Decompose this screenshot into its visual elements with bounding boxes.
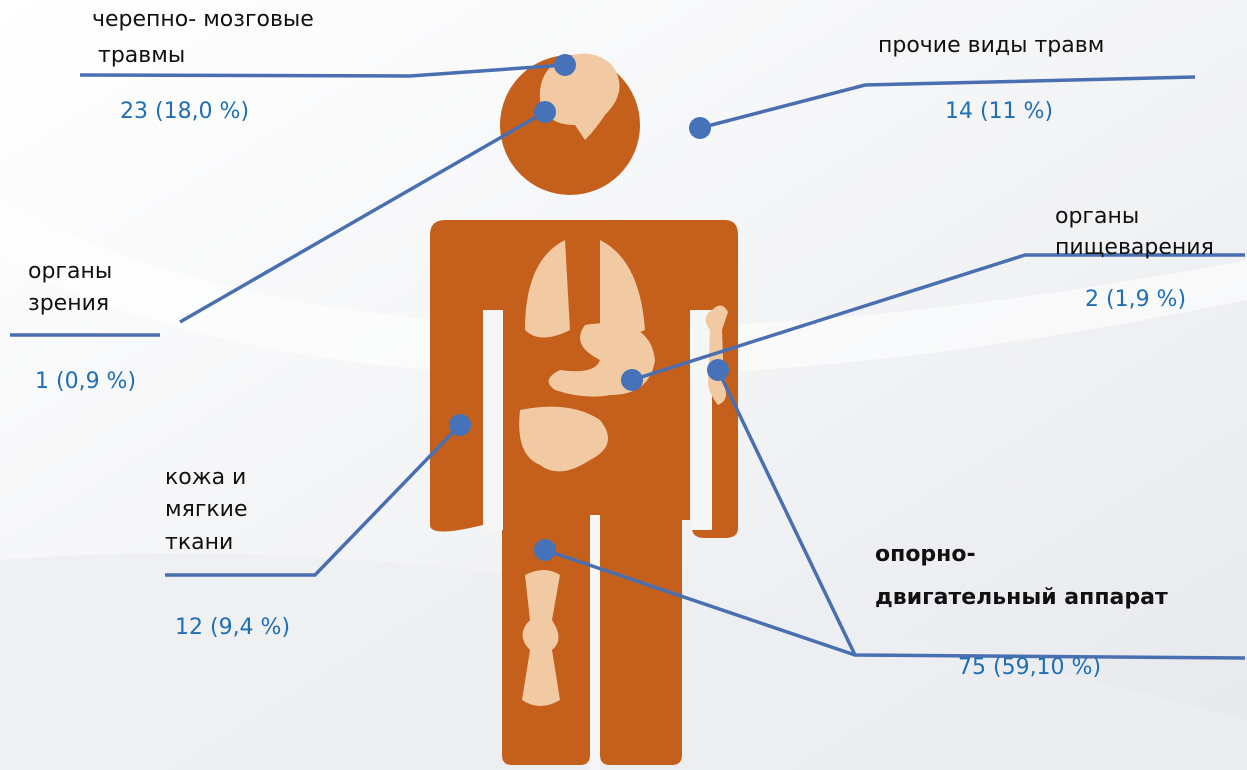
leader-line	[699, 75, 1196, 130]
label: пищеварения	[1055, 235, 1214, 260]
leg-gap	[590, 515, 600, 770]
labels: черепно- мозговые травмы 23 (18,0 %) про…	[28, 7, 1214, 680]
label: ткани	[165, 530, 233, 555]
label: кожа и	[165, 465, 246, 490]
marker	[554, 54, 576, 76]
marker	[621, 369, 643, 391]
label: прочие виды травм	[878, 33, 1104, 58]
value: 1 (0,9 %)	[35, 369, 136, 394]
leader-line	[179, 110, 546, 324]
lungs	[525, 240, 645, 338]
callouts	[10, 54, 1246, 660]
label: двигательный аппарат	[875, 585, 1168, 610]
torso	[430, 220, 738, 765]
value: 23 (18,0 %)	[120, 99, 249, 124]
marker	[689, 117, 711, 139]
marker	[449, 414, 471, 436]
label: мягкие	[165, 497, 248, 522]
label: органы	[28, 259, 112, 284]
leader-line	[716, 369, 857, 656]
knee	[522, 570, 560, 706]
value: 2 (1,9 %)	[1085, 287, 1186, 312]
value: 75 (59,10 %)	[958, 655, 1101, 680]
figure	[430, 53, 738, 770]
marker	[707, 359, 729, 381]
label: черепно- мозговые	[92, 7, 314, 32]
marker	[534, 539, 556, 561]
arm-gap	[483, 310, 503, 530]
leader-line	[165, 423, 462, 577]
value: 12 (9,4 %)	[175, 615, 290, 640]
bg-wave	[0, 200, 1247, 377]
label: органы	[1055, 204, 1139, 229]
marker	[534, 101, 556, 123]
value: 14 (11 %)	[945, 99, 1053, 124]
brain	[539, 53, 620, 140]
label: травмы	[98, 43, 185, 68]
leader-line	[79, 63, 566, 78]
label: зрения	[28, 291, 109, 316]
liver	[519, 406, 608, 472]
label: опорно-	[875, 542, 976, 567]
arm-gap	[692, 310, 712, 530]
leader-line	[631, 253, 1245, 382]
